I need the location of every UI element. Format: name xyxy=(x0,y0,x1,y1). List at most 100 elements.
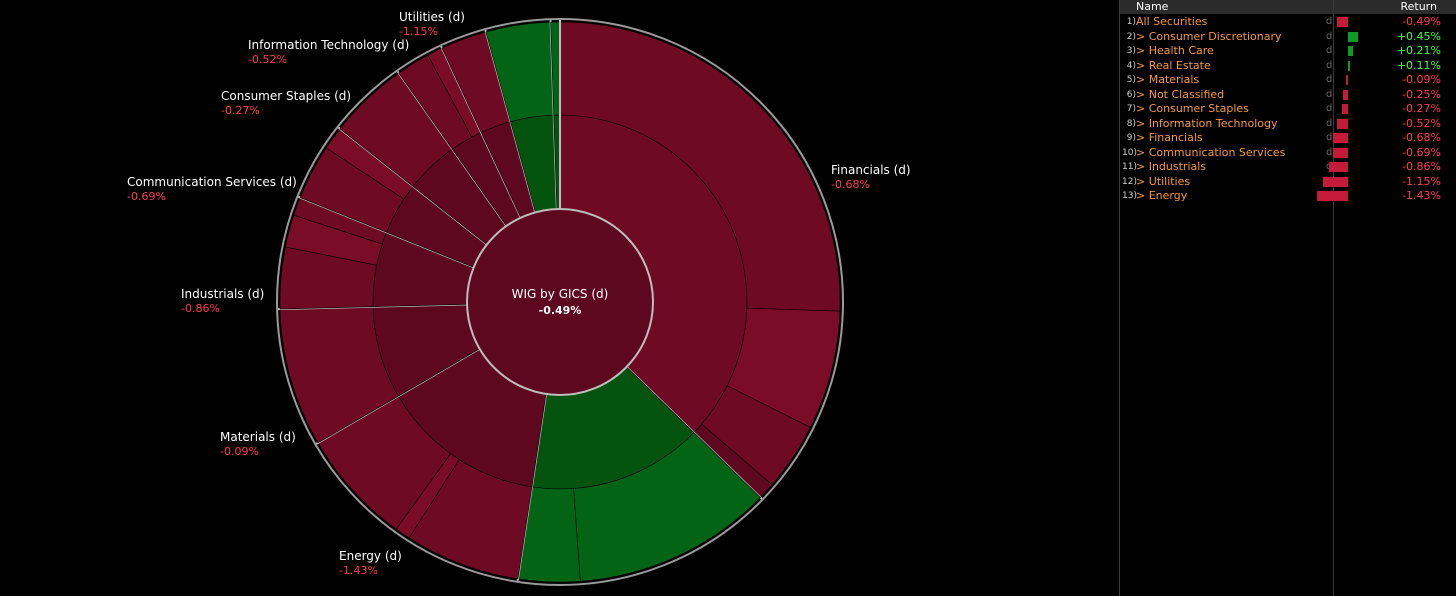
row-number: 11) xyxy=(1122,162,1137,172)
row-name[interactable]: > Consumer Staples xyxy=(1136,102,1249,115)
return-bar xyxy=(1348,31,1358,42)
row-period: d xyxy=(1326,117,1333,129)
row-number: 9) xyxy=(1126,133,1136,143)
table-row[interactable]: 3) > Health Care d +0.21% xyxy=(1120,44,1456,58)
return-bar xyxy=(1342,89,1348,100)
sector-label-value: -0.27% xyxy=(221,104,260,117)
row-period: d xyxy=(1326,30,1333,42)
table-row[interactable]: 10) > Communication Services d -0.69% xyxy=(1120,146,1456,160)
table-row[interactable]: 4) > Real Estate d +0.11% xyxy=(1120,59,1456,73)
row-return: -0.27% xyxy=(1402,102,1441,115)
return-bar xyxy=(1329,162,1348,172)
row-return: -0.25% xyxy=(1402,87,1441,101)
return-bar xyxy=(1322,176,1348,187)
row-return: +0.45% xyxy=(1396,29,1441,43)
table-header: Name Return xyxy=(1120,0,1456,14)
sector-label-value: -1.43% xyxy=(339,564,378,577)
row-name[interactable]: > Utilities xyxy=(1136,174,1191,188)
row-number: 3) xyxy=(1126,46,1136,56)
row-period: d xyxy=(1326,88,1333,100)
row-period: d xyxy=(1326,74,1333,85)
sector-label-value: -0.09% xyxy=(220,445,259,458)
table-row[interactable]: 9) > Financials d -0.68% xyxy=(1120,131,1456,145)
row-return: -0.52% xyxy=(1402,116,1441,130)
sector-label-value: -0.68% xyxy=(831,178,870,191)
row-number: 4) xyxy=(1126,60,1136,71)
table-row[interactable]: 7) > Consumer Staples d -0.27% xyxy=(1120,102,1456,116)
row-return: -0.09% xyxy=(1402,73,1441,86)
row-period: d xyxy=(1326,16,1333,27)
sunburst-chart-area: WIG by GICS (d) -0.49% Financials (d) -0.68… xyxy=(127,10,911,586)
center-title: WIG by GICS (d) xyxy=(512,287,609,301)
row-name[interactable]: > Information Technology xyxy=(1136,116,1278,130)
row-number: 13) xyxy=(1122,191,1137,201)
row-return: -0.69% xyxy=(1402,145,1441,159)
table-row[interactable]: 11)> Industrialsd-0.86% xyxy=(1120,160,1456,174)
center-value: -0.49% xyxy=(539,304,582,317)
row-return: -1.43% xyxy=(1402,189,1441,202)
row-name[interactable]: > Materials xyxy=(1136,73,1200,86)
return-bar xyxy=(1337,17,1348,27)
returns-table-panel: Name Return 1) All Securities d -0.49% 2) > C… xyxy=(1119,0,1456,596)
row-name[interactable]: All Securities xyxy=(1136,15,1208,28)
table-row[interactable]: 6) > Not Classified d -0.25% xyxy=(1120,88,1456,102)
row-number: 7) xyxy=(1126,104,1136,114)
table-row[interactable]: 1) All Securities d -0.49% xyxy=(1120,15,1456,29)
sector-label-name: Information Technology (d) xyxy=(248,38,409,52)
return-bar xyxy=(1336,118,1348,129)
row-period: d xyxy=(1326,132,1333,143)
sector-label-name: Consumer Staples (d) xyxy=(221,89,351,103)
table-row[interactable]: 12)> Utilitiesd-1.15% xyxy=(1120,175,1456,189)
row-return: +0.11% xyxy=(1396,58,1441,72)
column-header-return[interactable]: Return xyxy=(1400,0,1437,13)
return-bar xyxy=(1348,46,1353,56)
row-number: 2) xyxy=(1126,31,1136,42)
return-bar xyxy=(1348,60,1351,71)
sector-label-name: Financials (d) xyxy=(831,163,911,177)
column-divider xyxy=(1333,0,1334,596)
sector-label-name: Energy (d) xyxy=(339,549,402,563)
return-bar xyxy=(1346,75,1348,85)
sector-label-value: -1.15% xyxy=(399,25,438,38)
row-period: d xyxy=(1326,59,1333,71)
row-name[interactable]: > Consumer Discretionary xyxy=(1136,29,1282,43)
sector-label-value: -0.86% xyxy=(181,302,220,315)
sunburst-chart: WIG by GICS (d) -0.49% Financials (d)-0.68… xyxy=(127,10,911,586)
row-name[interactable]: > Industrials xyxy=(1136,160,1207,173)
return-bar xyxy=(1332,147,1348,158)
table-row[interactable]: 2) > Consumer Discretionary d +0.45% xyxy=(1120,30,1456,44)
row-number: 10) xyxy=(1122,147,1137,158)
row-number: 6) xyxy=(1126,89,1136,100)
row-name[interactable]: > Not Classified xyxy=(1136,87,1225,101)
row-number: 12) xyxy=(1122,176,1137,187)
row-number: 8) xyxy=(1126,118,1136,129)
row-number: 1) xyxy=(1126,17,1136,27)
sector-label-value: -0.69% xyxy=(127,190,166,203)
sunburst-sector-outer xyxy=(559,21,841,312)
row-return: -0.68% xyxy=(1402,131,1441,144)
sector-label-name: Industrials (d) xyxy=(181,287,264,301)
sector-label-name: Materials (d) xyxy=(220,430,296,444)
outer-ring xyxy=(276,18,844,586)
row-name[interactable]: > Communication Services xyxy=(1136,145,1286,159)
row-return: -0.86% xyxy=(1402,160,1441,173)
row-return: -1.15% xyxy=(1402,174,1441,188)
row-period: d xyxy=(1326,146,1333,158)
return-bar xyxy=(1342,104,1348,114)
sector-label-name: Utilities (d) xyxy=(399,10,465,24)
row-name[interactable]: > Real Estate xyxy=(1136,58,1211,72)
column-header-name[interactable]: Name xyxy=(1136,0,1169,13)
row-period: d xyxy=(1326,103,1333,114)
sector-label-value: -0.52% xyxy=(248,53,287,66)
row-name[interactable]: > Energy xyxy=(1136,189,1188,202)
table-row[interactable]: 5) > Materials d -0.09% xyxy=(1120,73,1456,87)
row-period: d xyxy=(1326,45,1333,56)
return-bar xyxy=(1316,191,1348,201)
row-name[interactable]: > Financials xyxy=(1136,131,1203,144)
table-row[interactable]: 13)> Energyd-1.43% xyxy=(1120,189,1456,203)
table-row[interactable]: 8) > Information Technology d -0.52% xyxy=(1120,117,1456,131)
row-return: +0.21% xyxy=(1396,44,1441,57)
row-return: -0.49% xyxy=(1402,15,1441,28)
sector-label-name: Communication Services (d) xyxy=(127,175,297,189)
row-name[interactable]: > Health Care xyxy=(1136,44,1214,57)
